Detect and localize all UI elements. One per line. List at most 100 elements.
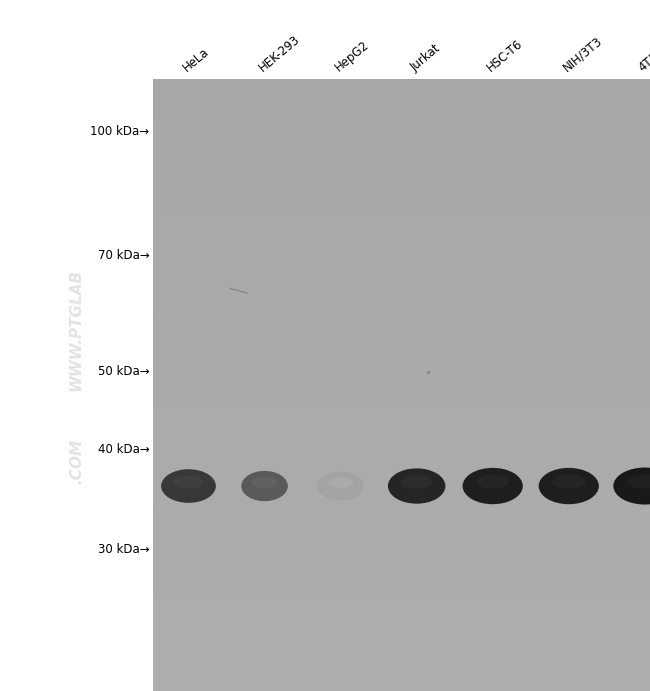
Text: 70 kDa→: 70 kDa→	[98, 249, 150, 262]
Bar	[153, 462, 650, 469]
Bar	[153, 477, 650, 484]
Bar	[153, 339, 650, 347]
Bar	[153, 386, 650, 393]
Bar	[153, 117, 650, 125]
Bar	[153, 546, 650, 553]
Ellipse shape	[614, 468, 650, 504]
Bar	[153, 247, 650, 255]
Bar	[153, 354, 650, 362]
Bar	[153, 454, 650, 462]
Bar	[153, 271, 650, 278]
Text: NIH/3T3: NIH/3T3	[560, 34, 604, 74]
Bar	[153, 194, 650, 202]
Bar	[153, 630, 650, 638]
Ellipse shape	[328, 477, 354, 488]
Bar	[153, 638, 650, 645]
Bar	[153, 408, 650, 416]
Bar	[153, 225, 650, 232]
Ellipse shape	[161, 469, 216, 503]
Bar	[153, 523, 650, 531]
Bar	[153, 347, 650, 354]
Bar	[153, 110, 650, 117]
Text: HEK-293: HEK-293	[256, 32, 302, 74]
Text: 50 kDa→: 50 kDa→	[98, 366, 150, 379]
Bar	[153, 171, 650, 179]
Text: 4T1: 4T1	[636, 50, 650, 74]
Bar	[153, 431, 650, 439]
Bar	[153, 492, 650, 500]
Bar	[153, 469, 650, 477]
Bar	[153, 187, 650, 194]
Bar	[153, 301, 650, 309]
Bar	[153, 393, 650, 401]
Text: HeLa: HeLa	[180, 45, 211, 74]
Ellipse shape	[627, 475, 650, 489]
Bar	[153, 569, 650, 576]
Ellipse shape	[552, 475, 585, 489]
Bar	[153, 607, 650, 614]
Bar	[153, 515, 650, 523]
Text: HepG2: HepG2	[332, 38, 371, 74]
Bar	[153, 500, 650, 507]
Bar	[153, 424, 650, 431]
Bar	[153, 653, 650, 661]
Bar	[153, 324, 650, 332]
Bar	[153, 164, 650, 171]
Bar	[153, 263, 650, 271]
Bar	[153, 332, 650, 339]
Bar	[153, 645, 650, 653]
Bar	[153, 401, 650, 408]
Text: HSC-T6: HSC-T6	[484, 37, 525, 74]
Bar	[153, 156, 650, 164]
Text: .COM: .COM	[69, 439, 84, 484]
Bar	[153, 209, 650, 217]
Bar	[153, 484, 650, 492]
Bar	[153, 576, 650, 584]
Bar	[153, 286, 650, 294]
Bar	[153, 599, 650, 607]
Bar	[153, 377, 650, 386]
Ellipse shape	[317, 472, 364, 500]
Bar	[153, 294, 650, 301]
Text: WWW.PTGLAB: WWW.PTGLAB	[69, 269, 84, 391]
Text: 40 kDa→: 40 kDa→	[98, 443, 150, 456]
Ellipse shape	[539, 468, 599, 504]
Bar	[153, 553, 650, 561]
Ellipse shape	[463, 468, 523, 504]
Bar	[153, 309, 650, 316]
Bar	[153, 416, 650, 424]
Bar	[153, 531, 650, 538]
Bar	[153, 439, 650, 446]
Bar	[153, 255, 650, 263]
Bar	[153, 591, 650, 599]
Bar	[153, 362, 650, 370]
Bar	[153, 179, 650, 187]
Bar	[153, 446, 650, 454]
Text: Jurkat: Jurkat	[408, 41, 443, 74]
Bar	[153, 622, 650, 630]
Bar	[153, 95, 650, 102]
Ellipse shape	[252, 477, 278, 488]
Bar	[153, 370, 650, 377]
Bar	[153, 676, 650, 683]
Ellipse shape	[241, 471, 288, 501]
Ellipse shape	[174, 475, 203, 489]
Bar	[153, 584, 650, 591]
Bar	[153, 316, 650, 324]
Bar	[153, 668, 650, 676]
Bar	[153, 240, 650, 247]
Bar	[153, 683, 650, 691]
Bar	[153, 125, 650, 133]
Bar	[153, 538, 650, 546]
Ellipse shape	[388, 468, 445, 504]
Bar	[153, 133, 650, 141]
Bar	[153, 278, 650, 286]
Bar	[153, 141, 650, 149]
Ellipse shape	[401, 475, 432, 489]
Bar	[153, 232, 650, 240]
Bar	[153, 661, 650, 668]
Bar	[153, 102, 650, 110]
Text: 30 kDa→: 30 kDa→	[98, 543, 150, 556]
Text: 100 kDa→: 100 kDa→	[90, 125, 150, 138]
Bar	[153, 614, 650, 622]
